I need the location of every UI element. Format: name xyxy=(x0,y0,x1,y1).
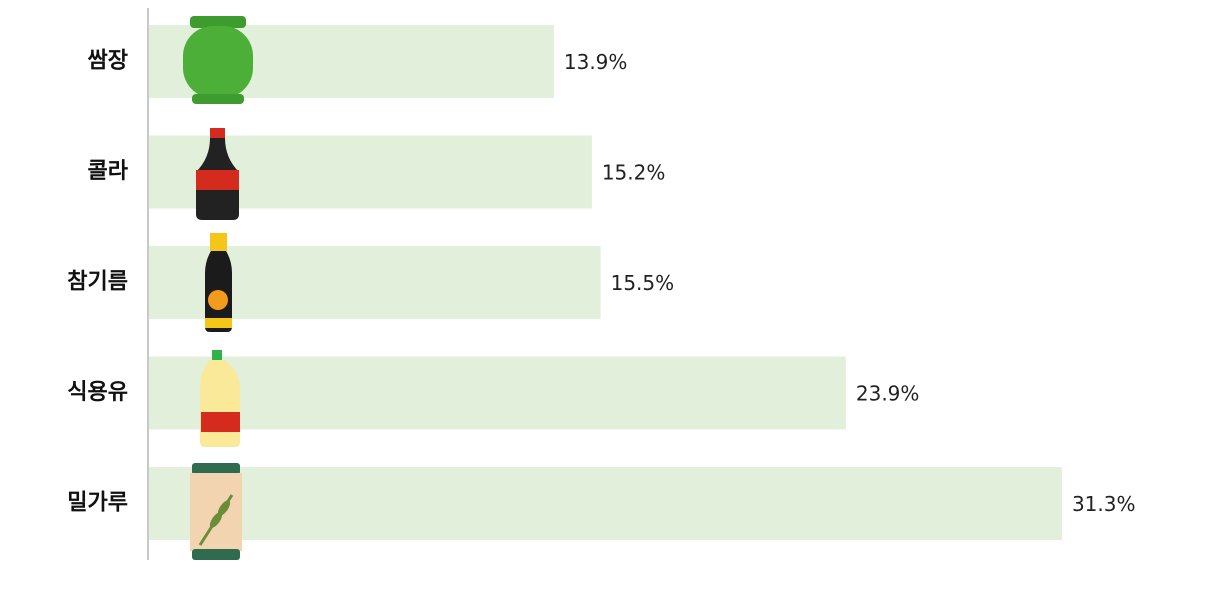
category-label: 식용유 xyxy=(67,380,128,405)
bar xyxy=(148,467,1062,540)
value-label: 31.3% xyxy=(1072,492,1136,516)
value-label: 13.9% xyxy=(564,50,628,74)
category-label: 밀가루 xyxy=(67,491,128,516)
cola-icon xyxy=(196,128,239,220)
value-label: 15.5% xyxy=(611,271,675,295)
jar-icon xyxy=(183,16,253,104)
value-label: 23.9% xyxy=(856,382,920,406)
bar xyxy=(148,356,846,430)
value-label: 15.2% xyxy=(602,161,666,185)
flour-icon xyxy=(190,463,242,560)
sesame-oil-icon xyxy=(205,233,232,332)
category-label: 참기름 xyxy=(67,270,128,295)
category-label: 쌈장 xyxy=(88,49,128,74)
icons xyxy=(183,16,253,560)
category-label: 콜라 xyxy=(88,159,129,184)
bar-layer xyxy=(148,25,1062,540)
cooking-oil-icon xyxy=(200,350,240,447)
